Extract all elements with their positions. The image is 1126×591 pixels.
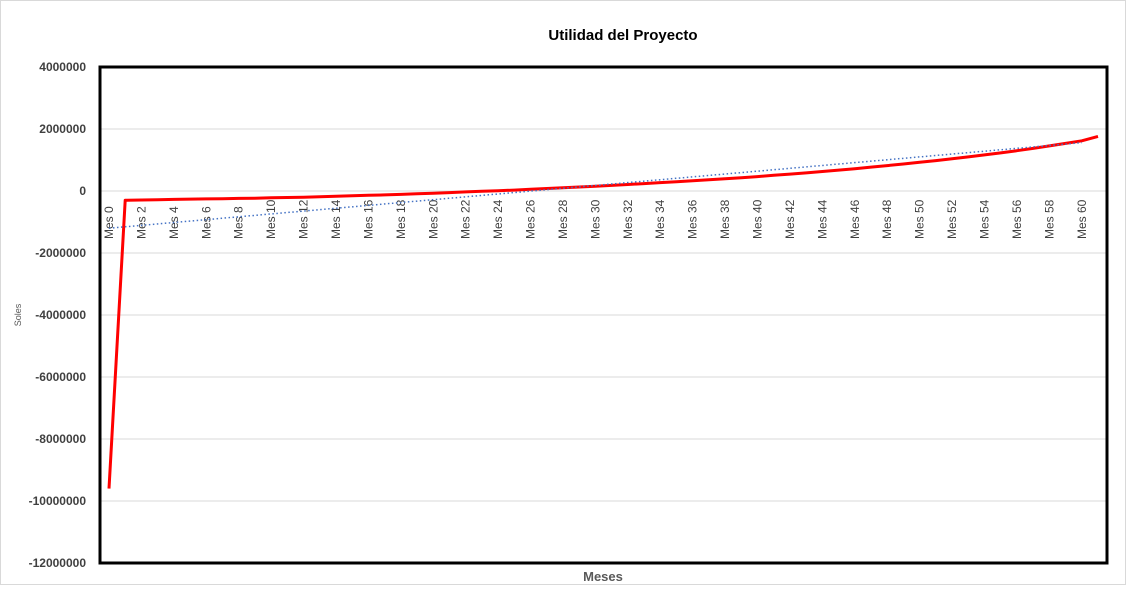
gridlines	[100, 66, 1107, 564]
x-tick-label: Mes 52	[945, 199, 959, 239]
y-axis-label: Soles	[13, 303, 23, 326]
x-tick-label: Mes 6	[199, 206, 213, 239]
x-tick-label: Mes 48	[880, 199, 894, 239]
series-line	[107, 134, 1099, 489]
x-tick-label: Mes 58	[1042, 199, 1056, 239]
y-axis-ticks: 4000000 2000000 0 -2000000 -4000000 -6000000 -…	[29, 60, 87, 570]
x-tick-label: Mes 40	[751, 199, 765, 239]
x-tick-label: Mes 14	[329, 199, 343, 239]
series-group	[107, 134, 1099, 489]
x-tick-label: Mes 0	[102, 206, 116, 239]
x-axis-ticks: Mes 0 Mes 2 Mes 4 Mes 6 Mes 8 Mes 10 Mes 12 Mes…	[102, 199, 1089, 239]
y-tick-label: 2000000	[39, 122, 86, 136]
x-tick-label: Mes 30	[588, 199, 602, 239]
trendline	[108, 141, 1082, 229]
x-tick-label: Mes 56	[1010, 199, 1024, 239]
chart-title: Utilidad del Proyecto	[548, 27, 697, 44]
x-tick-label: Mes 24	[491, 199, 505, 239]
x-tick-label: Mes 50	[913, 199, 927, 239]
x-tick-label: Mes 34	[653, 199, 667, 239]
y-tick-label: -10000000	[29, 494, 87, 508]
y-tick-label: -6000000	[35, 370, 86, 384]
x-tick-label: Mes 8	[232, 206, 246, 239]
y-tick-label: 4000000	[39, 60, 86, 74]
x-tick-label: Mes 38	[718, 199, 732, 239]
plot-area-border	[98, 65, 1109, 565]
x-tick-label: Mes 28	[556, 199, 570, 239]
y-tick-label: -2000000	[35, 246, 86, 260]
x-tick-label: Mes 36	[686, 199, 700, 239]
x-tick-label: Mes 22	[459, 199, 473, 239]
y-tick-label: -12000000	[29, 556, 87, 570]
x-tick-label: Mes 12	[297, 199, 311, 239]
x-tick-label: Mes 2	[134, 206, 148, 239]
x-tick-label: Mes 42	[783, 199, 797, 239]
x-tick-label: Mes 44	[815, 199, 829, 239]
x-tick-label: Mes 16	[361, 199, 375, 239]
x-tick-label: Mes 32	[621, 199, 635, 239]
x-axis-label: Meses	[583, 569, 623, 584]
x-tick-label: Mes 20	[426, 199, 440, 239]
y-tick-label: -8000000	[35, 432, 86, 446]
x-tick-label: Mes 10	[264, 199, 278, 239]
x-tick-label: Mes 46	[848, 199, 862, 239]
x-tick-label: Mes 54	[978, 199, 992, 239]
y-tick-label: -4000000	[35, 308, 86, 322]
x-tick-label: Mes 26	[524, 199, 538, 239]
x-tick-label: Mes 60	[1075, 199, 1089, 239]
x-tick-label: Mes 18	[394, 199, 408, 239]
y-tick-label: 0	[79, 184, 86, 198]
